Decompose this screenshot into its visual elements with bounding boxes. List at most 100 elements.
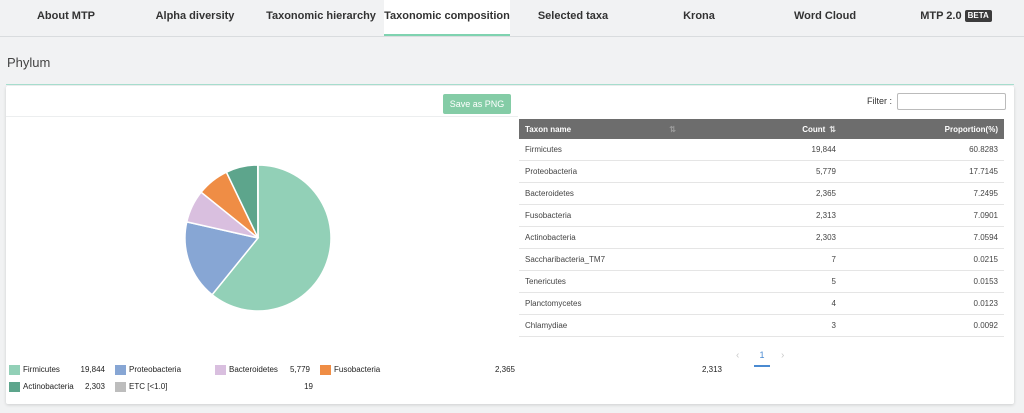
taxon-name-cell: Firmicutes [519,139,682,161]
taxon-name-cell: Proteobacteria [519,160,682,183]
pie-slice-proteobacteria[interactable] [184,220,260,296]
legend-label: Proteobacteria [129,365,182,374]
legend-count: 19,844 [80,365,105,374]
save-as-png-button[interactable]: Save as PNG [443,94,511,114]
legend-label: Bacteroidetes [229,365,278,374]
tab-word-cloud[interactable]: Word Cloud [762,0,888,34]
table-row: Chlamydiae 3 0.0092 [519,314,1004,337]
sort-desc-icon[interactable]: ⇅ [829,124,836,134]
legend-item[interactable]: Actinobacteria 2,303 [9,381,105,393]
count-cell: 5,779 [682,160,842,183]
column-header-label: Taxon name [525,124,572,134]
legend-count: 2,365 [494,365,515,374]
tab-label: Taxonomic composition [384,10,510,22]
proportion-cell: 17.7145 [842,160,1004,183]
count-cell: 4 [682,292,842,315]
column-header-label: Proportion(%) [944,124,998,134]
tab-label: About MTP [36,10,96,22]
count-cell: 7 [682,248,842,271]
proportion-cell: 7.0901 [842,204,1004,227]
legend-count: 2,313 [701,365,722,374]
legend-item[interactable]: ETC [<1.0] 19 [115,381,313,393]
count-cell: 2,365 [682,182,842,205]
tab-label: Krona [683,10,715,22]
legend-swatch [320,365,331,375]
chart-legend: Firmicutes 19,844 Proteobacteria 5,779 Bacte… [9,364,722,398]
column-header-proportion[interactable]: Proportion(%) [842,119,1004,139]
tab-label: MTP 2.0 [920,10,962,22]
legend-item[interactable]: Proteobacteria 5,779 [115,364,310,376]
table-body: Firmicutes 19,844 60.8283 Proteobacteria 5,7… [519,139,1004,337]
taxon-name-cell: Actinobacteria [519,226,682,249]
column-header-taxon-name[interactable]: Taxon name ⇅ [519,119,682,139]
tab-label: Taxonomic hierarchy [266,10,376,22]
legend-item[interactable]: Fusobacteria 2,313 [320,364,722,376]
proportion-cell: 0.0153 [842,270,1004,293]
title-divider [6,84,1014,85]
legend-swatch [115,382,126,392]
proportion-cell: 0.0123 [842,292,1004,315]
column-header-label: Count [802,124,826,134]
pie-chart [184,164,332,312]
proportion-cell: 0.0215 [842,248,1004,271]
legend-swatch [9,382,20,392]
tab-selected-taxa[interactable]: Selected taxa [510,0,636,34]
legend-label: Fusobacteria [334,365,381,374]
tab-label: Word Cloud [793,10,857,22]
table-row: Firmicutes 19,844 60.8283 [519,139,1004,161]
taxon-name-cell: Bacteroidetes [519,182,682,205]
chevron-left-icon[interactable]: ‹ [736,350,740,361]
count-cell: 3 [682,314,842,337]
taxa-table: Taxon name ⇅ Count ⇅ Proportion(%) Firmicu… [519,119,1004,337]
column-header-count[interactable]: Count ⇅ [682,119,842,139]
tab-about-mtp[interactable]: About MTP [0,0,132,34]
tab-label: Alpha diversity [155,10,235,22]
legend-item[interactable]: Firmicutes 19,844 [9,364,105,376]
chevron-right-icon[interactable]: › [781,350,785,361]
taxon-name-cell: Planctomycetes [519,292,682,315]
legend-label: Firmicutes [23,365,60,374]
table-row: Proteobacteria 5,779 17.7145 [519,160,1004,183]
taxon-name-cell: Tenericutes [519,270,682,293]
filter-input[interactable] [897,93,1006,110]
legend-label: Actinobacteria [23,382,74,391]
proportion-cell: 0.0092 [842,314,1004,337]
pie-slice-firmicutes[interactable] [211,164,332,312]
taxon-name-cell: Chlamydiae [519,314,682,337]
taxon-name-cell: Fusobacteria [519,204,682,227]
count-cell: 2,313 [682,204,842,227]
chart-header-divider [6,116,518,117]
legend-item[interactable]: Bacteroidetes 2,365 [215,364,515,376]
legend-count: 2,303 [84,382,105,391]
count-cell: 2,303 [682,226,842,249]
tab-bar: About MTP Alpha diversity Taxonomic hier… [0,0,1024,37]
table-header-row: Taxon name ⇅ Count ⇅ Proportion(%) [519,119,1004,139]
table-row: Bacteroidetes 2,365 7.2495 [519,182,1004,205]
composition-panel: Save as PNG Firmicutes 19,844 Proteobacter… [6,86,1014,404]
tab-krona[interactable]: Krona [636,0,762,34]
legend-label: ETC [<1.0] [129,382,168,391]
tab-mtp-2[interactable]: MTP 2.0 BETA [888,0,1024,34]
page-number-button[interactable]: 1 [754,348,770,367]
legend-swatch [215,365,226,375]
taxon-name-cell: Saccharibacteria_TM7 [519,248,682,271]
tab-label: Selected taxa [537,10,609,22]
legend-count: 19 [304,382,313,391]
tab-taxonomic-hierarchy[interactable]: Taxonomic hierarchy [258,0,384,34]
table-row: Planctomycetes 4 0.0123 [519,292,1004,315]
tab-taxonomic-composition[interactable]: Taxonomic composition [384,0,510,36]
legend-swatch [115,365,126,375]
sort-icon[interactable]: ⇅ [669,124,676,134]
beta-badge: BETA [964,10,992,22]
table-row: Actinobacteria 2,303 7.0594 [519,226,1004,249]
tab-alpha-diversity[interactable]: Alpha diversity [132,0,258,34]
section-title: Phylum [7,55,51,70]
count-cell: 5 [682,270,842,293]
table-row: Fusobacteria 2,313 7.0901 [519,204,1004,227]
proportion-cell: 7.0594 [842,226,1004,249]
table-row: Tenericutes 5 0.0153 [519,270,1004,293]
proportion-cell: 60.8283 [842,139,1004,161]
proportion-cell: 7.2495 [842,182,1004,205]
pagination: ‹ 1 › [732,348,792,367]
legend-count: 5,779 [289,365,310,374]
